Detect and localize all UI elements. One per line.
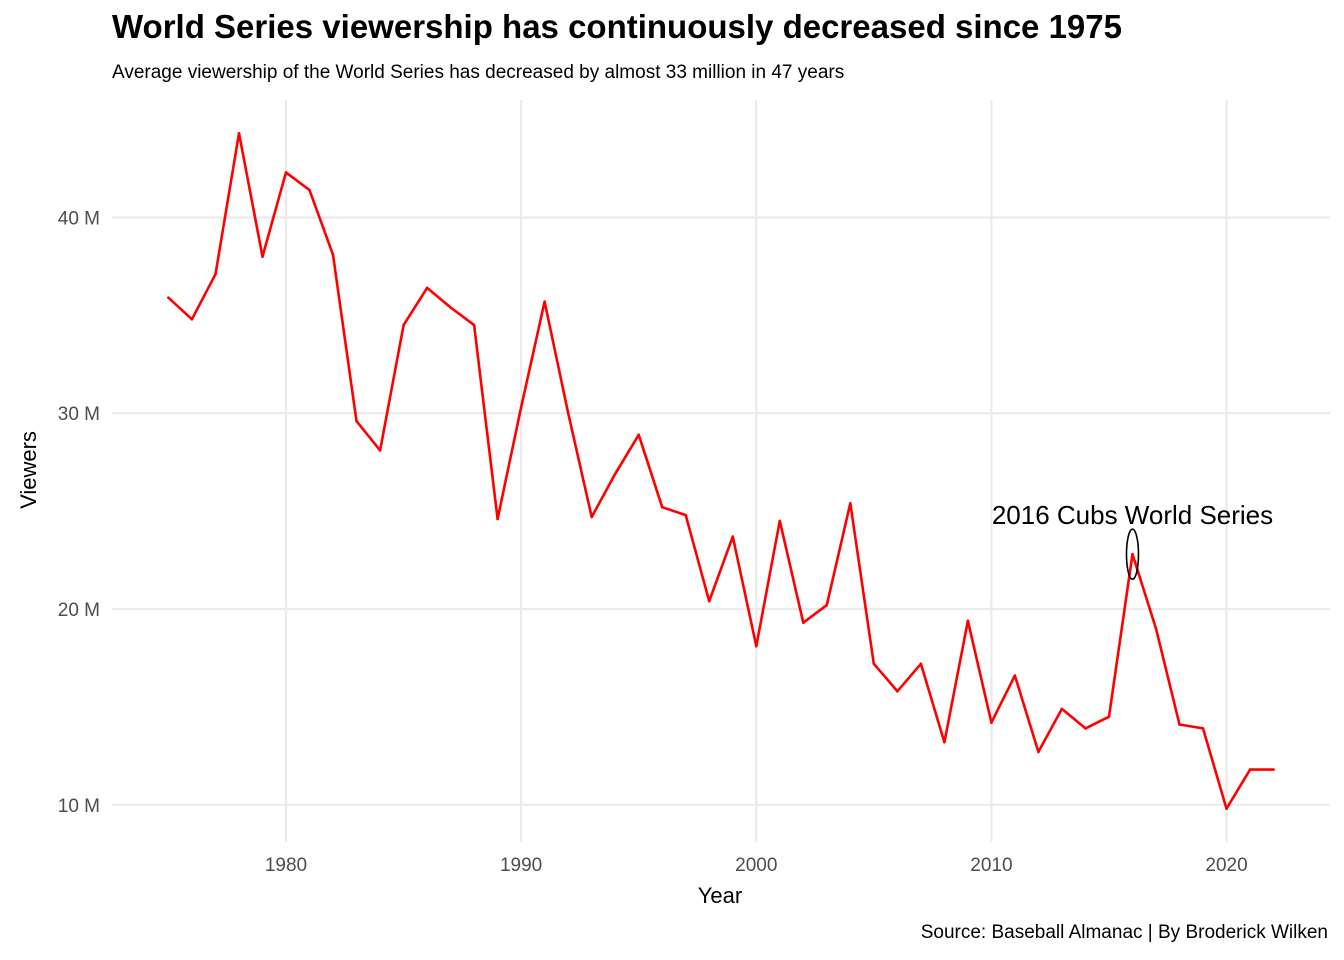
- chart-caption: Source: Baseball Almanac | By Broderick …: [920, 922, 1328, 943]
- data-point: [237, 131, 241, 135]
- chart-subtitle: Average viewership of the World Series h…: [112, 62, 845, 83]
- data-point: [214, 272, 217, 276]
- data-point: [167, 296, 170, 300]
- data-point: [849, 502, 852, 505]
- data-point: [284, 171, 288, 174]
- chart-title: World Series viewership has continuously…: [112, 8, 1122, 45]
- y-tick-label: 30 M: [58, 404, 100, 425]
- data-point: [590, 515, 593, 519]
- data-point: [331, 253, 335, 256]
- data-point: [825, 603, 829, 607]
- data-point: [943, 740, 946, 744]
- data-point: [543, 300, 546, 303]
- data-point: [1225, 807, 1228, 811]
- data-point: [707, 599, 711, 603]
- annotation-ellipse: [1125, 528, 1140, 581]
- x-tick-label: 1980: [265, 855, 307, 876]
- data-point: [1107, 715, 1111, 719]
- data-point: [613, 472, 617, 476]
- data-point: [1037, 750, 1040, 754]
- series-line: [167, 132, 1274, 811]
- data-point: [896, 689, 899, 693]
- y-tick-label: 40 M: [58, 208, 100, 229]
- data-point: [496, 517, 499, 521]
- y-axis-title: Viewers: [16, 431, 41, 509]
- data-point: [402, 323, 405, 327]
- data-point: [1272, 768, 1275, 771]
- data-point: [1131, 552, 1134, 556]
- x-axis-ticks: 1980 1990 2000 2010 2020: [265, 855, 1248, 876]
- data-point: [1178, 723, 1181, 726]
- data-point: [190, 317, 194, 321]
- data-point: [566, 411, 570, 415]
- data-point: [1154, 627, 1158, 630]
- y-tick-label: 10 M: [58, 796, 100, 817]
- data-point: [261, 255, 264, 258]
- data-point: [308, 188, 311, 192]
- data-point: [754, 644, 758, 648]
- data-point: [355, 419, 358, 423]
- data-point: [1248, 768, 1252, 771]
- data-point: [660, 505, 664, 509]
- x-tick-label: 2020: [1205, 855, 1247, 876]
- data-points: [167, 131, 1275, 811]
- data-point: [990, 721, 993, 724]
- data-point: [1201, 727, 1205, 730]
- data-point: [519, 406, 523, 409]
- annotation-layer: 2016 Cubs World Series: [992, 500, 1273, 581]
- data-point: [425, 286, 429, 290]
- data-point: [637, 433, 641, 437]
- data-point: [801, 621, 805, 625]
- data-point: [1084, 727, 1087, 730]
- data-point: [1060, 707, 1064, 711]
- data-point: [778, 519, 782, 523]
- grid-lines: [112, 100, 1330, 842]
- x-axis-title: Year: [698, 883, 742, 908]
- data-point: [472, 323, 476, 327]
- data-point: [684, 513, 688, 517]
- data-point: [966, 619, 970, 623]
- data-point: [872, 662, 876, 666]
- x-tick-label: 2000: [735, 855, 777, 876]
- annotation-label: 2016 Cubs World Series: [992, 500, 1273, 530]
- y-axis-ticks: 10 M 20 M 30 M 40 M: [58, 208, 100, 816]
- data-point: [449, 306, 452, 309]
- x-tick-label: 2010: [970, 855, 1012, 876]
- x-tick-label: 1990: [500, 855, 542, 876]
- data-point: [919, 662, 923, 666]
- series-layer: [167, 132, 1274, 811]
- data-point: [731, 535, 735, 538]
- data-point: [1013, 674, 1017, 677]
- y-tick-label: 20 M: [58, 600, 100, 621]
- data-point: [378, 449, 382, 452]
